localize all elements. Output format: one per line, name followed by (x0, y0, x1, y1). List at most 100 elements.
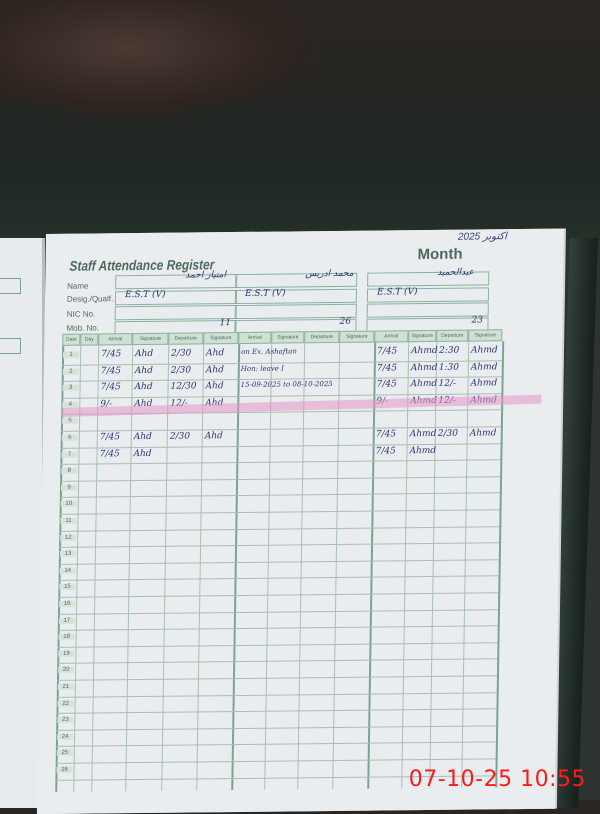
row-number: 10 (60, 501, 77, 508)
column-divider (495, 341, 504, 787)
handwritten-entry: 7/45 (375, 445, 396, 457)
staff-designation: E.S.T (V) (244, 288, 286, 299)
label-nic: NIC No. (66, 309, 96, 319)
column-header: Signature (203, 331, 239, 345)
handwritten-entry: Ahd (135, 348, 154, 360)
column-divider (367, 342, 376, 789)
staff-field-box (366, 302, 489, 318)
staff-mobile: 23 (471, 315, 484, 326)
handwritten-entry: Ahd (133, 431, 152, 443)
handwritten-entry: Ahmd (411, 345, 438, 357)
row-number: 24 (57, 733, 74, 740)
handwritten-entry: 7/45 (100, 382, 121, 393)
column-header: Departure (304, 330, 340, 344)
row-number: 21 (57, 683, 74, 690)
handwritten-entry: 7/45 (377, 346, 398, 357)
column-divider (332, 342, 341, 789)
row-number: 12 (60, 534, 77, 541)
handwritten-entry: Ahd (205, 381, 224, 392)
handwritten-entry: 7/45 (99, 448, 120, 460)
row-number: 20 (58, 667, 75, 674)
handwritten-entry: Ahd (134, 382, 153, 393)
handwritten-entry: on Ex. Ashaftan (241, 347, 298, 356)
column-divider (429, 341, 438, 788)
handwritten-entry: 2/30 (437, 428, 459, 439)
staff-designation: E.S.T (V) (124, 289, 166, 301)
staff-name: عبدالحمید (437, 267, 474, 278)
row-number: 14 (59, 567, 76, 574)
handwritten-entry: 7/45 (376, 379, 397, 390)
staff-name: امتیاز احمد (185, 270, 227, 281)
row-number: 23 (57, 716, 74, 724)
staff-field-box (114, 305, 237, 321)
column-header: Signature (339, 330, 375, 343)
handwritten-entry: Ahd (134, 365, 153, 376)
photo-timestamp: 07-10-25 10:55 (408, 767, 586, 792)
handwritten-entry: Ahd (204, 431, 223, 442)
staff-mobile: 26 (339, 316, 352, 327)
column-header: Date (62, 333, 81, 346)
handwritten-entry: Ahd (206, 348, 225, 359)
row-number: 18 (58, 633, 75, 641)
handwritten-entry: 7/45 (375, 429, 397, 440)
handwritten-entry: Ahmd (410, 379, 438, 390)
handwritten-entry: 7/45 (99, 432, 121, 443)
column-divider (401, 342, 410, 788)
column-header: Signature (408, 329, 437, 343)
handwritten-entry: Hon: leave I (240, 364, 284, 373)
staff-field-box (234, 303, 357, 320)
handwritten-entry: Ahmd (470, 345, 498, 356)
row-number: 19 (58, 650, 75, 657)
handwritten-entry: Ahmd (469, 428, 497, 439)
handwritten-entry: 2:30 (438, 345, 460, 356)
row-number: 15 (59, 584, 76, 591)
row-number: 22 (57, 700, 74, 707)
handwritten-entry: 1:30 (438, 362, 460, 373)
row-number: 16 (59, 600, 76, 607)
handwritten-entry: 2/30 (169, 431, 191, 442)
row-number: 9 (60, 484, 78, 491)
staff-mobile: 11 (219, 318, 232, 329)
column-divider (461, 341, 470, 788)
column-header: Signature (271, 331, 305, 344)
row-number: 13 (59, 550, 77, 558)
row-number: 3 (62, 384, 79, 392)
page-edge-tab (0, 338, 21, 354)
column-header: Departure (436, 329, 469, 342)
handwritten-entry: 7/45 (101, 349, 122, 360)
row-number: 8 (61, 467, 78, 475)
handwritten-entry: 2/30 (171, 348, 192, 359)
highlighter-stroke (61, 394, 542, 418)
label-mobile: Mob. No. (66, 323, 100, 333)
row-number: 1 (63, 351, 80, 358)
handwritten-entry: 15-09-2025 to 08-10-2025 (240, 380, 333, 390)
page-edge-tab (0, 278, 21, 294)
row-number: 2 (62, 368, 79, 375)
month-value: اکتوبر 2025 (457, 231, 508, 243)
column-header: Signature (132, 332, 169, 346)
column-header: Arrival (374, 330, 409, 343)
handwritten-entry: Ahmd (470, 378, 498, 389)
staff-designation: E.S.T (V) (376, 287, 418, 298)
register-page: Staff Attendance Register Month اکتوبر 2… (36, 228, 564, 814)
handwritten-entry: Ahmd (409, 445, 437, 456)
label-designation: Desig./Qualf. (66, 294, 114, 304)
handwritten-entry: Ahmd (410, 362, 438, 373)
handwritten-entry: 12/30 (170, 381, 197, 392)
column-header: Day (80, 333, 99, 346)
handwritten-entry: 12/- (438, 378, 457, 390)
column-header: Departure (168, 332, 204, 345)
handwritten-entry: 2/30 (170, 365, 192, 376)
handwritten-entry: Ahd (205, 364, 224, 375)
month-label: Month (417, 245, 463, 264)
column-header: Signature (468, 329, 503, 342)
column-header: Arrival (238, 331, 272, 344)
handwritten-entry: Ahd (133, 448, 152, 459)
row-number: 17 (58, 617, 75, 624)
label-name: Name (67, 281, 89, 291)
staff-name: محمد ادریس (305, 268, 354, 280)
row-number: 25 (56, 750, 73, 757)
hand-shadow (0, 0, 320, 120)
row-number: 11 (60, 517, 77, 524)
handwritten-entry: Ahmd (409, 428, 437, 440)
